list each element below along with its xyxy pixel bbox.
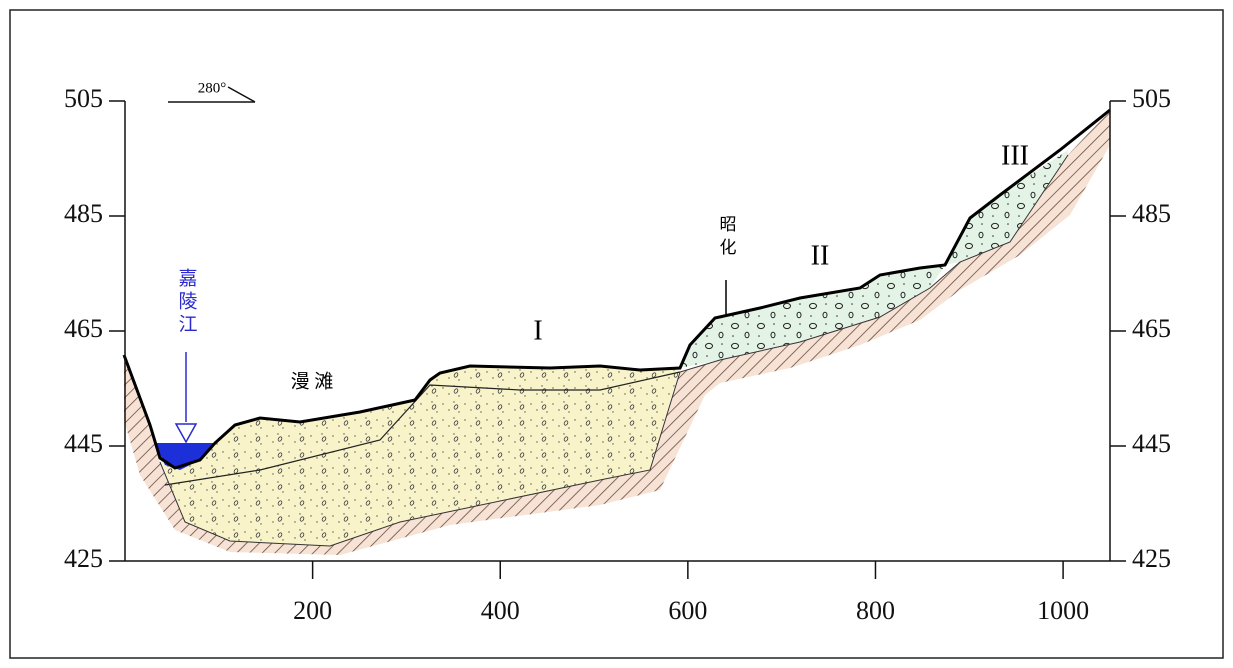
terrace-label: II xyxy=(811,240,830,271)
x-tick-label: 400 xyxy=(481,596,520,625)
x-tick-label: 800 xyxy=(856,596,895,625)
x-tick-label: 1000 xyxy=(1037,596,1089,625)
y-tick-label: 425 xyxy=(64,544,103,573)
river-label: 嘉陵江 xyxy=(176,268,198,337)
y-tick-label: 505 xyxy=(64,84,103,113)
orientation: 280° xyxy=(198,80,227,96)
water-level-symbol xyxy=(176,424,196,442)
y-tick-label: 485 xyxy=(64,199,103,228)
terrace-label: I xyxy=(533,315,542,346)
floodplain-label: 漫 滩 xyxy=(291,370,334,392)
y-tick-label: 465 xyxy=(64,314,103,343)
y-tick-label: 465 xyxy=(1132,314,1171,343)
orientation-line xyxy=(228,87,255,102)
town-label: 昭化 xyxy=(717,215,737,261)
x-tick-label: 600 xyxy=(668,596,707,625)
y-tick-label: 505 xyxy=(1132,84,1171,113)
y-tick-label: 445 xyxy=(64,429,103,458)
terrace-label: III xyxy=(1001,140,1029,171)
cross-section: 280° 嘉陵江 漫 滩 I II III 昭化 425 425 445 445 465… xyxy=(0,0,1233,668)
y-tick-label: 445 xyxy=(1132,429,1171,458)
y-tick-label: 425 xyxy=(1132,544,1171,573)
x-tick-label: 200 xyxy=(293,596,332,625)
y-tick-label: 485 xyxy=(1132,199,1171,228)
